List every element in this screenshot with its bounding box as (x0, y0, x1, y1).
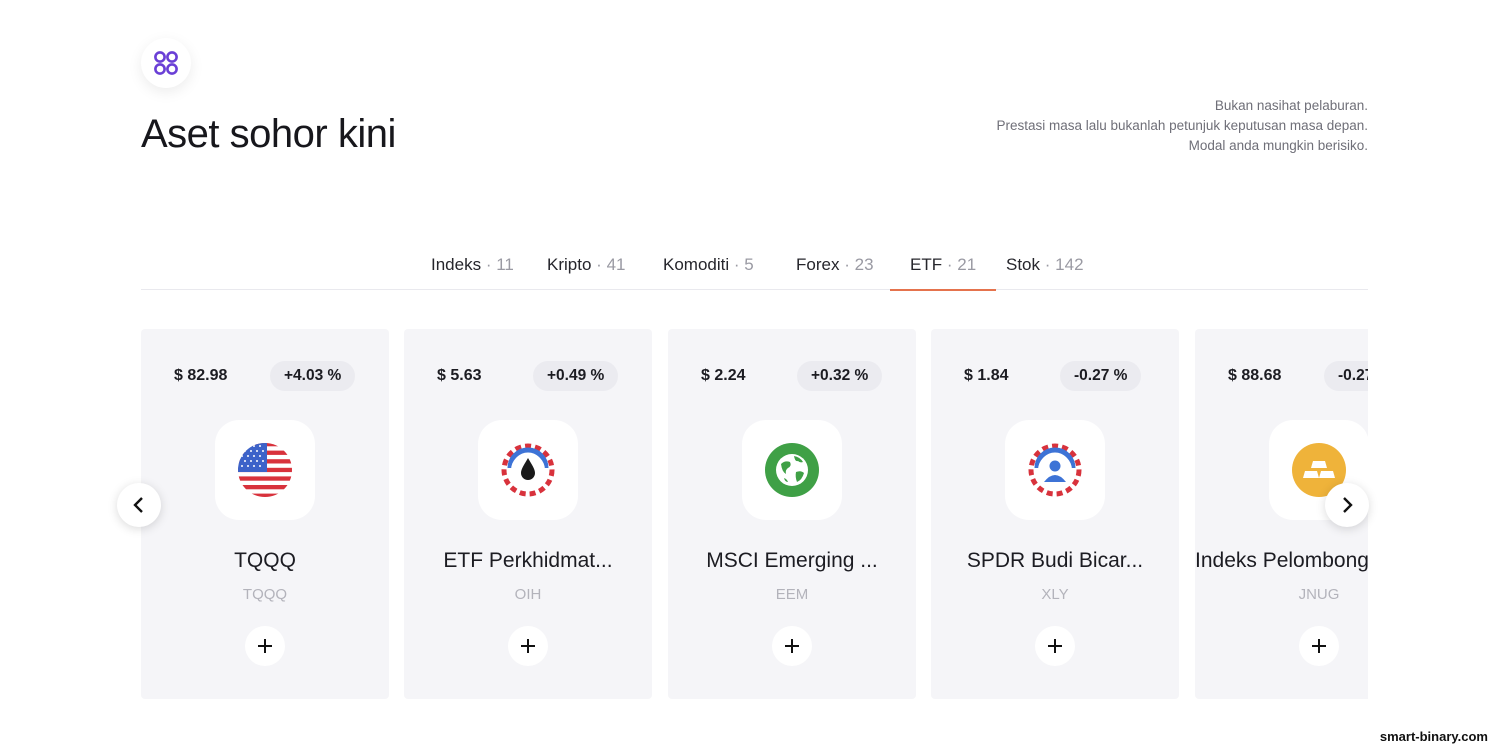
page-title: Aset sohor kini (141, 112, 396, 156)
tab-count: 11 (496, 255, 514, 274)
tab-label: Stok (1006, 255, 1041, 274)
asset-price: $ 5.63 (437, 367, 482, 384)
asset-change-badge: -0.27 % (1324, 361, 1368, 391)
asset-card[interactable]: $ 82.98 +4.03 % (141, 329, 389, 699)
asset-icon-tile (742, 420, 842, 520)
plus-icon (521, 639, 535, 653)
person-icon (1028, 443, 1082, 497)
asset-icon-tile (215, 420, 315, 520)
tab-count: 23 (854, 255, 874, 274)
plus-icon (785, 639, 799, 653)
gold-bars-icon (1292, 443, 1346, 497)
tab-count: 142 (1055, 255, 1084, 274)
add-to-watchlist-button[interactable] (245, 626, 285, 666)
asset-carousel: $ 82.98 +4.03 % (141, 329, 1368, 699)
logo-badge (141, 38, 191, 88)
tab-label: Komoditi (663, 255, 730, 274)
tab-etf[interactable]: ETF · 21 (889, 242, 997, 291)
add-to-watchlist-button[interactable] (508, 626, 548, 666)
asset-ticker: TQQQ (242, 586, 288, 603)
asset-price: $ 1.84 (964, 367, 1009, 384)
asset-change-badge: +0.49 % (533, 361, 619, 391)
tab-count: 21 (957, 255, 977, 274)
plus-icon (258, 639, 272, 653)
asset-name: Indeks Pelombong Emas Junior (1195, 549, 1368, 572)
tab-komoditi[interactable]: Komoditi · 5 (663, 242, 754, 290)
asset-name: TQQQ (234, 549, 296, 572)
globe-icon (765, 443, 819, 497)
tab-separator: · (733, 255, 740, 274)
category-tabs: Indeks · 11 Kripto · 41 Komoditi · 5 For… (141, 242, 1368, 291)
add-to-watchlist-button[interactable] (1299, 626, 1339, 666)
add-to-watchlist-button[interactable] (1035, 626, 1075, 666)
four-circles-icon (154, 51, 178, 75)
tab-label: Kripto (547, 255, 592, 274)
plus-icon (1312, 639, 1326, 653)
asset-icon-tile (1005, 420, 1105, 520)
watermark: smart-binary.com (1377, 728, 1490, 745)
oil-drop-icon (501, 443, 555, 497)
disclaimer-line: Prestasi masa lalu bukanlah petunjuk kep… (996, 118, 1369, 133)
tab-indeks[interactable]: Indeks · 11 (431, 242, 514, 290)
tab-kripto[interactable]: Kripto · 41 (547, 242, 625, 290)
disclaimer-line: Bukan nasihat pelaburan. (1214, 98, 1368, 113)
asset-card[interactable]: $ 1.84 -0.27 % SPDR Budi Bicar... XLY (931, 329, 1179, 699)
tab-forex[interactable]: Forex · 23 (796, 242, 874, 290)
asset-card[interactable]: $ 5.63 +0.49 % ETF Perkhidmat... OIH (404, 329, 652, 699)
tab-count: 5 (744, 255, 754, 274)
asset-ticker: XLY (1041, 586, 1069, 603)
asset-icon-tile (478, 420, 578, 520)
tab-stok[interactable]: Stok · 142 (1006, 242, 1084, 290)
asset-change-badge: +0.32 % (797, 361, 883, 391)
tab-label: ETF (910, 255, 943, 274)
add-to-watchlist-button[interactable] (772, 626, 812, 666)
asset-change-badge: -0.27 % (1060, 361, 1142, 391)
tab-separator: · (485, 255, 492, 274)
asset-card[interactable]: $ 2.24 +0.32 % MSCI Emerging ... EEM (668, 329, 916, 699)
us-flag-icon (238, 443, 292, 497)
plus-icon (1048, 639, 1062, 653)
asset-ticker: EEM (775, 586, 809, 603)
tab-separator: · (1044, 255, 1051, 274)
tab-count: 41 (606, 255, 626, 274)
asset-price: $ 2.24 (701, 367, 746, 384)
disclaimer-line: Modal anda mungkin berisiko. (1188, 138, 1368, 153)
chevron-right-icon (1343, 497, 1353, 513)
asset-ticker: JNUG (1298, 586, 1340, 603)
tab-separator: · (946, 255, 953, 274)
carousel-prev-button[interactable] (117, 483, 161, 527)
asset-ticker: OIH (514, 586, 542, 603)
asset-change-badge: +4.03 % (270, 361, 356, 391)
tab-label: Forex (796, 255, 840, 274)
asset-price: $ 82.98 (174, 367, 228, 384)
tab-label: Indeks (431, 255, 482, 274)
tab-separator: · (844, 255, 850, 274)
asset-name: ETF Perkhidmat... (443, 549, 613, 572)
asset-name: SPDR Budi Bicar... (966, 549, 1144, 572)
asset-name: MSCI Emerging ... (706, 549, 878, 572)
chevron-left-icon (133, 497, 143, 513)
carousel-next-button[interactable] (1325, 483, 1369, 527)
tab-separator: · (596, 255, 602, 274)
asset-price: $ 88.68 (1228, 367, 1282, 384)
disclaimer: Bukan nasihat pelaburan. Prestasi masa l… (997, 96, 1369, 156)
